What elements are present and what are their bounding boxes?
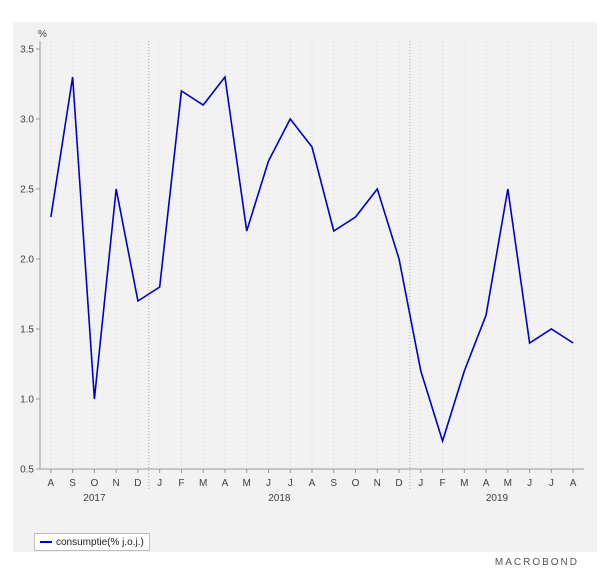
x-tick-label: F xyxy=(440,478,446,489)
y-tick-label: 3.5 xyxy=(20,45,34,56)
x-tick-label: M xyxy=(504,478,512,489)
chart-panel: % 0.5 1.0 1.5 2.0 2.5 3.0 3.5 A S O N D J F M A M J J A S O N… xyxy=(13,22,597,568)
y-axis: 0.5 1.0 1.5 2.0 2.5 3.0 3.5 xyxy=(20,41,41,476)
x-tick-label: O xyxy=(91,478,99,489)
x-tick-label: J xyxy=(418,478,423,489)
x-tick-label: M xyxy=(243,478,251,489)
y-tick-label: 2.5 xyxy=(20,185,34,196)
x-tick-label: A xyxy=(222,478,229,489)
x-tick-label: J xyxy=(549,478,554,489)
x-tick-label: J xyxy=(266,478,271,489)
y-tick-label: 1.0 xyxy=(20,395,34,406)
x-tick-label: D xyxy=(395,478,402,489)
x-tick-label: F xyxy=(178,478,184,489)
x-axis: A S O N D J F M A M J J A S O N D J F M A M J J A 2017 2018 2019 xyxy=(40,41,584,504)
year-label: 2018 xyxy=(268,493,291,504)
x-tick-label: M xyxy=(199,478,207,489)
x-tick-label: A xyxy=(309,478,316,489)
x-tick-label: J xyxy=(157,478,162,489)
x-tick-label: N xyxy=(113,478,120,489)
x-tick-label: O xyxy=(352,478,360,489)
x-tick-label: A xyxy=(48,478,55,489)
y-tick-label: 1.5 xyxy=(20,325,34,336)
legend-label: consumptie(% j.o.j.) xyxy=(56,536,144,548)
series-line xyxy=(50,75,574,444)
x-tick-label: J xyxy=(288,478,293,489)
x-tick-label: N xyxy=(374,478,381,489)
x-tick-label: S xyxy=(69,478,76,489)
x-tick-label: S xyxy=(330,478,337,489)
x-tick-label: J xyxy=(527,478,532,489)
x-tick-label: D xyxy=(134,478,141,489)
x-tick-label: M xyxy=(460,478,468,489)
x-tick-label: A xyxy=(570,478,577,489)
y-tick-label: 0.5 xyxy=(20,465,34,476)
year-label: 2017 xyxy=(83,493,106,504)
line-chart: % 0.5 1.0 1.5 2.0 2.5 3.0 3.5 A S O N D J F M A M J J A S O N… xyxy=(20,29,584,504)
y-unit-label: % xyxy=(38,29,47,40)
plot-area xyxy=(50,41,574,469)
y-tick-label: 2.0 xyxy=(20,255,34,266)
legend: consumptie(% j.o.j.) xyxy=(34,533,150,551)
year-label: 2019 xyxy=(486,493,509,504)
x-tick-label: A xyxy=(483,478,490,489)
y-tick-label: 3.0 xyxy=(20,115,34,126)
legend-swatch xyxy=(40,541,52,543)
